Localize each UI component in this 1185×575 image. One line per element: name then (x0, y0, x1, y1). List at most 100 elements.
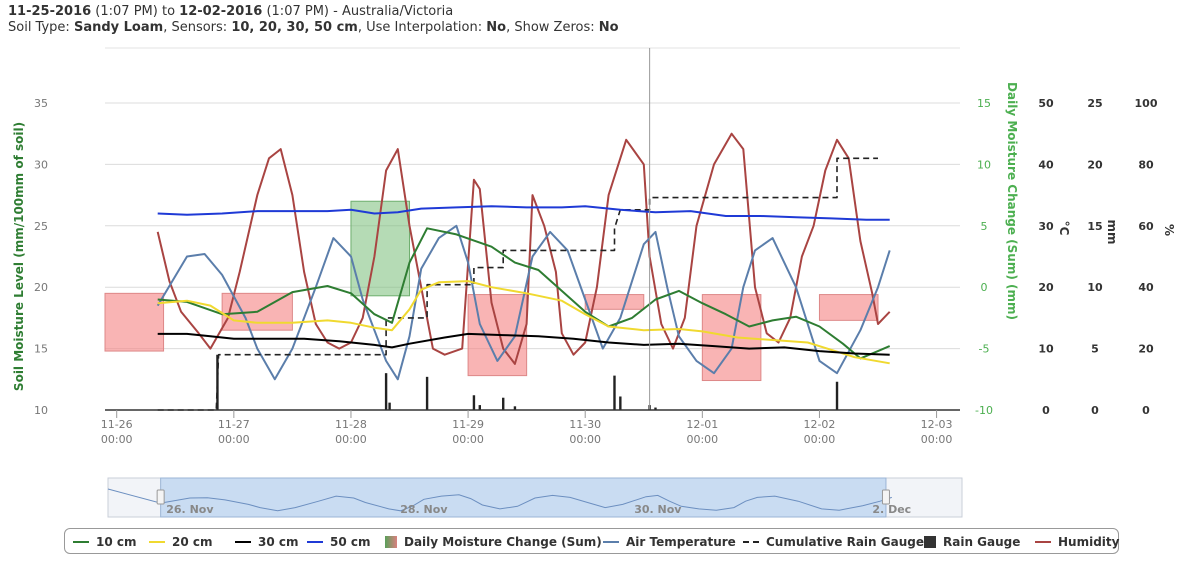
rain-tick-label: 5 (1091, 343, 1099, 356)
moisture-change-tick-label: -5 (979, 343, 990, 356)
settings-header: Soil Type: Sandy Loam, Sensors: 10, 20, … (8, 20, 619, 35)
legend-label: Daily Moisture Change (Sum) (404, 535, 602, 549)
moisture-change-tick-label: 5 (981, 220, 988, 233)
x-tick-label: 00:00 (921, 433, 953, 446)
legend-swatch (307, 541, 323, 543)
temperature-tick-label: 40 (1038, 158, 1054, 171)
rain-tick-label: 20 (1087, 158, 1103, 171)
legend-label: 20 cm (172, 535, 213, 549)
moisture-change-bars[interactable] (104, 200, 879, 382)
y-left-tick-label: 35 (34, 97, 48, 110)
legend-item-air-temperature[interactable]: Air Temperature (603, 533, 736, 551)
navigator-label: 28. Nov (400, 503, 448, 516)
moisture-change-tick-label: 10 (977, 158, 991, 171)
temperature-axis-title: °C (1057, 221, 1071, 236)
legend-label: 10 cm (96, 535, 137, 549)
show-zeros-label: , Show Zeros: (506, 20, 595, 35)
y-left-tick-label: 15 (34, 343, 48, 356)
rain-gauge-bar[interactable] (619, 396, 622, 410)
legend-item-rain-gauge[interactable]: Rain Gauge (924, 533, 1020, 551)
legend-label: Cumulative Rain Gauge (766, 535, 924, 549)
sensors-label: , Sensors: (163, 20, 228, 35)
series-lines[interactable] (156, 132, 891, 411)
moisture-change-bar[interactable] (818, 294, 879, 321)
x-tick-label: 00:00 (686, 433, 718, 446)
humidity-tick-label: 100 (1135, 97, 1158, 110)
rain-gauge-bar[interactable] (216, 354, 219, 410)
sensors-value: 10, 20, 30, 50 cm (231, 20, 358, 35)
x-tick-label: 11-26 (101, 418, 133, 431)
legend-item-30-cm[interactable]: 30 cm (235, 533, 299, 551)
rain-gauge-bar[interactable] (613, 375, 616, 410)
legend-swatch (235, 541, 251, 543)
rain-gauge-bar[interactable] (654, 407, 657, 410)
y-left-tick-label: 25 (34, 220, 48, 233)
navigator-handle[interactable] (156, 489, 165, 505)
series-line-30cm[interactable] (157, 332, 890, 356)
humidity-tick-label: 0 (1142, 404, 1150, 417)
date-range-header: 11-25-2016 (1:07 PM) to 12-02-2016 (1:07… (8, 4, 453, 19)
temperature-tick-label: 50 (1038, 97, 1054, 110)
location: - Australia/Victoria (333, 4, 454, 19)
navigator-handle[interactable] (881, 489, 890, 505)
end-time: (1:07 PM) (266, 4, 329, 19)
interpolation-value: No (486, 20, 507, 35)
moisture-change-bar[interactable] (350, 200, 411, 297)
moisture-change-bar[interactable] (701, 294, 762, 382)
to-label: to (161, 4, 176, 19)
legend-swatch (1035, 541, 1051, 543)
rain-gauge-bar[interactable] (425, 376, 429, 410)
temperature-tick-label: 10 (1038, 343, 1054, 356)
x-tick-label: 11-28 (335, 418, 367, 431)
series-line-10cm[interactable] (157, 227, 891, 360)
navigator-label: 30. Nov (634, 503, 682, 516)
series-line-20cm[interactable] (157, 280, 890, 365)
rain-tick-label: 25 (1087, 97, 1102, 110)
moisture-change-tick-label: -10 (975, 404, 993, 417)
navigator-label: 26. Nov (166, 503, 214, 516)
legend-label: 30 cm (258, 535, 299, 549)
legend-swatch (149, 541, 165, 543)
navigator[interactable]: 26. Nov 28. Nov 30. Nov 2. Dec (107, 477, 963, 518)
legend-item-humidity[interactable]: Humidity (1035, 533, 1119, 551)
rain-gauge-bar[interactable] (835, 381, 839, 410)
y-left-axis-title: Soil Moisture Level (mm/100mm of soil) (12, 122, 26, 391)
end-date: 12-02-2016 (179, 4, 263, 19)
legend-item-20-cm[interactable]: 20 cm (149, 533, 213, 551)
humidity-tick-label: 80 (1138, 158, 1154, 171)
rain-gauge-bars[interactable] (216, 354, 839, 410)
temperature-tick-label: 0 (1042, 404, 1050, 417)
legend-swatch (924, 536, 936, 548)
rain-tick-label: 0 (1091, 404, 1099, 417)
rain-gauge-bar[interactable] (513, 406, 517, 410)
legend-label: 50 cm (330, 535, 371, 549)
legend-item-50-cm[interactable]: 50 cm (307, 533, 371, 551)
legend-label: Air Temperature (626, 535, 736, 549)
grid (105, 47, 960, 411)
rain-tick-label: 10 (1087, 281, 1103, 294)
rain-gauge-bar[interactable] (388, 402, 391, 410)
show-zeros-value: No (598, 20, 619, 35)
moisture-change-bar[interactable] (104, 292, 165, 352)
y-left-tick-label: 20 (34, 281, 48, 294)
legend-item-daily-moisture-change-sum[interactable]: Daily Moisture Change (Sum) (385, 533, 602, 551)
legend-swatch (603, 541, 619, 543)
x-tick-label: 00:00 (335, 433, 367, 446)
moisture-change-tick-label: 15 (977, 97, 991, 110)
legend-swatch (385, 536, 397, 548)
series-line-50cm[interactable] (157, 205, 890, 221)
temperature-tick-label: 20 (1038, 281, 1054, 294)
rain-gauge-bar[interactable] (478, 405, 481, 410)
rain-gauge-bar[interactable] (472, 395, 476, 410)
rain-gauge-bar[interactable] (502, 397, 505, 410)
x-tick-label: 11-30 (569, 418, 601, 431)
x-tick-label: 00:00 (218, 433, 250, 446)
legend-item-cumulative-rain-gauge[interactable]: Cumulative Rain Gauge (743, 533, 924, 551)
navigator-selection[interactable] (160, 477, 887, 518)
humidity-tick-label: 20 (1138, 343, 1154, 356)
legend-label: Rain Gauge (943, 535, 1021, 549)
rain-gauge-bar[interactable] (384, 373, 388, 410)
start-time: (1:07 PM) (95, 4, 158, 19)
legend-item-10-cm[interactable]: 10 cm (73, 533, 137, 551)
